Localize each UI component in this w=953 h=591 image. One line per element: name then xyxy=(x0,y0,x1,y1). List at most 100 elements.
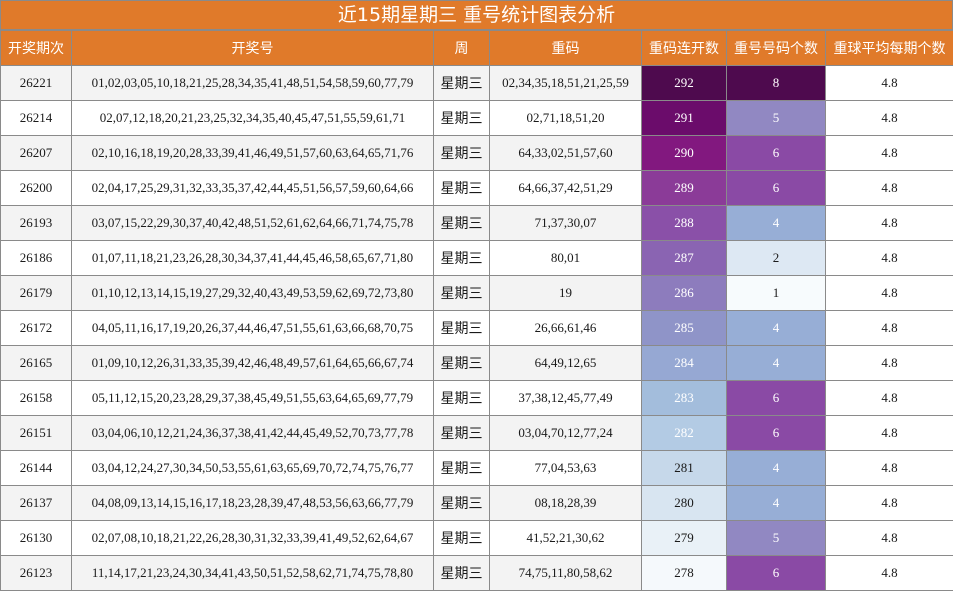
header-repeat-count: 重号号码个数 xyxy=(727,31,826,66)
cell-streak: 278 xyxy=(642,556,727,591)
cell-numbers: 05,11,12,15,20,23,28,29,37,38,45,49,51,5… xyxy=(72,381,434,416)
cell-average: 4.8 xyxy=(826,486,953,521)
cell-numbers: 03,04,12,24,27,30,34,50,53,55,61,63,65,6… xyxy=(72,451,434,486)
cell-numbers: 01,10,12,13,14,15,19,27,29,32,40,43,49,5… xyxy=(72,276,434,311)
table-header-row: 开奖期次 开奖号 周 重码 重码连开数 重号号码个数 重球平均每期个数 xyxy=(1,31,953,66)
cell-repeat: 08,18,28,39 xyxy=(490,486,642,521)
cell-issue: 26186 xyxy=(1,241,72,276)
cell-repeat: 19 xyxy=(490,276,642,311)
cell-repeat-count: 6 xyxy=(727,416,826,451)
cell-repeat: 64,66,37,42,51,29 xyxy=(490,171,642,206)
header-repeat: 重码 xyxy=(490,31,642,66)
header-streak: 重码连开数 xyxy=(642,31,727,66)
cell-repeat-count: 4 xyxy=(727,311,826,346)
cell-repeat: 41,52,21,30,62 xyxy=(490,521,642,556)
cell-streak: 282 xyxy=(642,416,727,451)
header-weekday: 周 xyxy=(434,31,490,66)
cell-repeat-count: 4 xyxy=(727,451,826,486)
cell-weekday: 星期三 xyxy=(434,556,490,591)
cell-numbers: 02,07,08,10,18,21,22,26,28,30,31,32,33,3… xyxy=(72,521,434,556)
cell-average: 4.8 xyxy=(826,206,953,241)
cell-numbers: 01,09,10,12,26,31,33,35,39,42,46,48,49,5… xyxy=(72,346,434,381)
cell-weekday: 星期三 xyxy=(434,521,490,556)
cell-weekday: 星期三 xyxy=(434,171,490,206)
cell-weekday: 星期三 xyxy=(434,241,490,276)
cell-average: 4.8 xyxy=(826,66,953,101)
cell-average: 4.8 xyxy=(826,136,953,171)
cell-numbers: 02,04,17,25,29,31,32,33,35,37,42,44,45,5… xyxy=(72,171,434,206)
cell-repeat-count: 4 xyxy=(727,486,826,521)
cell-numbers: 01,02,03,05,10,18,21,25,28,34,35,41,48,5… xyxy=(72,66,434,101)
cell-repeat: 64,49,12,65 xyxy=(490,346,642,381)
cell-weekday: 星期三 xyxy=(434,346,490,381)
cell-streak: 279 xyxy=(642,521,727,556)
cell-streak: 281 xyxy=(642,451,727,486)
cell-issue: 26207 xyxy=(1,136,72,171)
cell-weekday: 星期三 xyxy=(434,486,490,521)
repeat-stats-table: 开奖期次 开奖号 周 重码 重码连开数 重号号码个数 重球平均每期个数 2622… xyxy=(0,30,953,591)
cell-average: 4.8 xyxy=(826,171,953,206)
cell-streak: 292 xyxy=(642,66,727,101)
cell-streak: 283 xyxy=(642,381,727,416)
cell-repeat-count: 5 xyxy=(727,101,826,136)
cell-streak: 284 xyxy=(642,346,727,381)
cell-weekday: 星期三 xyxy=(434,381,490,416)
cell-numbers: 02,10,16,18,19,20,28,33,39,41,46,49,51,5… xyxy=(72,136,434,171)
cell-average: 4.8 xyxy=(826,101,953,136)
cell-streak: 291 xyxy=(642,101,727,136)
cell-issue: 26193 xyxy=(1,206,72,241)
cell-issue: 26144 xyxy=(1,451,72,486)
cell-issue: 26200 xyxy=(1,171,72,206)
cell-numbers: 03,07,15,22,29,30,37,40,42,48,51,52,61,6… xyxy=(72,206,434,241)
cell-repeat-count: 4 xyxy=(727,346,826,381)
cell-streak: 288 xyxy=(642,206,727,241)
cell-weekday: 星期三 xyxy=(434,451,490,486)
cell-average: 4.8 xyxy=(826,521,953,556)
cell-repeat-count: 4 xyxy=(727,206,826,241)
cell-issue: 26158 xyxy=(1,381,72,416)
cell-numbers: 11,14,17,21,23,24,30,34,41,43,50,51,52,5… xyxy=(72,556,434,591)
cell-repeat-count: 2 xyxy=(727,241,826,276)
cell-average: 4.8 xyxy=(826,311,953,346)
cell-repeat: 80,01 xyxy=(490,241,642,276)
cell-repeat: 03,04,70,12,77,24 xyxy=(490,416,642,451)
cell-repeat: 26,66,61,46 xyxy=(490,311,642,346)
cell-issue: 26123 xyxy=(1,556,72,591)
cell-repeat: 37,38,12,45,77,49 xyxy=(490,381,642,416)
cell-weekday: 星期三 xyxy=(434,136,490,171)
cell-average: 4.8 xyxy=(826,346,953,381)
cell-streak: 289 xyxy=(642,171,727,206)
cell-average: 4.8 xyxy=(826,241,953,276)
cell-streak: 280 xyxy=(642,486,727,521)
header-issue: 开奖期次 xyxy=(1,31,72,66)
cell-repeat: 02,71,18,51,20 xyxy=(490,101,642,136)
cell-repeat: 64,33,02,51,57,60 xyxy=(490,136,642,171)
cell-repeat-count: 6 xyxy=(727,136,826,171)
cell-streak: 287 xyxy=(642,241,727,276)
cell-numbers: 03,04,06,10,12,21,24,36,37,38,41,42,44,4… xyxy=(72,416,434,451)
cell-repeat: 71,37,30,07 xyxy=(490,206,642,241)
page-title: 近15期星期三 重号统计图表分析 xyxy=(0,0,953,30)
cell-streak: 286 xyxy=(642,276,727,311)
cell-repeat-count: 1 xyxy=(727,276,826,311)
cell-repeat-count: 5 xyxy=(727,521,826,556)
cell-weekday: 星期三 xyxy=(434,276,490,311)
cell-average: 4.8 xyxy=(826,381,953,416)
cell-issue: 26214 xyxy=(1,101,72,136)
cell-numbers: 01,07,11,18,21,23,26,28,30,34,37,41,44,4… xyxy=(72,241,434,276)
